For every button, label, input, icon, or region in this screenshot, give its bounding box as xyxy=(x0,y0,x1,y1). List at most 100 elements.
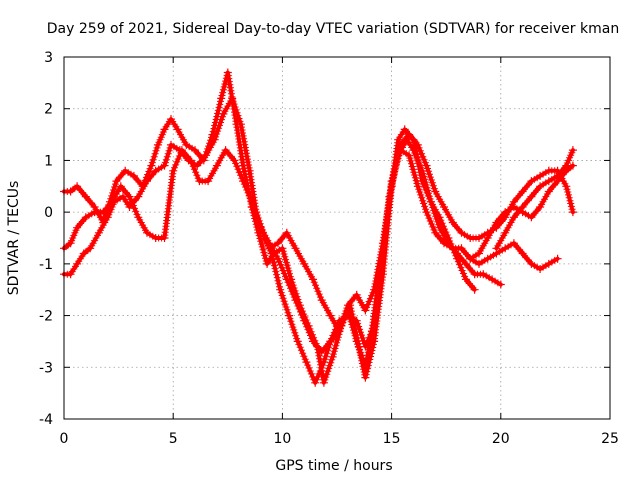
data-marker xyxy=(277,289,285,297)
data-marker xyxy=(129,202,137,209)
data-marker xyxy=(106,200,114,208)
data-marker xyxy=(303,323,311,331)
data-marker xyxy=(274,277,282,285)
data-marker xyxy=(85,212,93,220)
data-marker xyxy=(394,153,402,161)
data-marker xyxy=(391,165,399,173)
data-marker xyxy=(322,352,330,360)
data-marker xyxy=(472,258,480,266)
data-marker xyxy=(362,360,370,368)
data-marker xyxy=(263,238,271,246)
data-marker xyxy=(72,262,79,270)
data-marker xyxy=(429,223,437,231)
data-marker xyxy=(363,368,371,376)
data-marker xyxy=(286,314,294,322)
data-marker xyxy=(347,313,355,321)
data-marker xyxy=(174,155,182,163)
data-marker xyxy=(375,260,383,267)
data-marker xyxy=(435,221,443,229)
data-marker xyxy=(63,188,71,195)
data-marker xyxy=(476,270,484,278)
data-marker xyxy=(231,103,239,111)
x-tick-label: 20 xyxy=(492,431,510,447)
data-marker xyxy=(149,232,157,240)
data-marker xyxy=(363,340,371,348)
chart-title: Day 259 of 2021, Sidereal Day-to-day VTE… xyxy=(47,21,619,37)
data-marker xyxy=(362,371,370,379)
data-marker xyxy=(482,272,490,280)
data-marker xyxy=(425,167,432,175)
data-marker xyxy=(272,268,280,276)
data-marker xyxy=(236,117,244,125)
data-marker xyxy=(542,262,550,270)
data-marker xyxy=(152,147,160,155)
data-marker xyxy=(151,150,159,158)
data-marker xyxy=(258,227,266,235)
data-marker xyxy=(299,257,307,265)
data-marker xyxy=(434,218,442,226)
data-marker xyxy=(336,324,344,332)
data-marker xyxy=(428,179,436,187)
data-marker xyxy=(426,195,434,203)
data-marker xyxy=(539,263,547,271)
y-tick-label: 1 xyxy=(44,153,53,169)
data-marker xyxy=(319,361,327,369)
data-marker xyxy=(551,256,559,264)
data-marker xyxy=(539,181,547,189)
data-marker xyxy=(124,191,132,199)
data-marker xyxy=(149,156,157,164)
data-marker xyxy=(255,221,263,229)
data-marker xyxy=(302,320,309,328)
data-marker xyxy=(548,175,556,183)
data-marker xyxy=(293,335,301,343)
data-marker xyxy=(332,342,340,350)
data-marker xyxy=(269,256,277,263)
data-point xyxy=(518,187,527,196)
data-marker xyxy=(317,364,325,372)
data-marker xyxy=(402,150,410,157)
data-marker xyxy=(391,168,399,175)
data-marker xyxy=(433,215,441,223)
data-marker xyxy=(447,216,455,224)
data-marker xyxy=(237,171,245,179)
data-marker xyxy=(418,194,426,202)
data-marker xyxy=(387,185,395,193)
data-marker xyxy=(283,306,291,314)
data-marker xyxy=(325,340,333,347)
data-marker xyxy=(291,329,299,337)
data-marker xyxy=(290,326,298,334)
data-marker xyxy=(299,349,307,357)
data-marker xyxy=(426,170,433,178)
data-marker xyxy=(209,138,217,146)
data-marker xyxy=(110,186,118,194)
data-marker xyxy=(245,192,253,200)
data-marker xyxy=(127,170,135,178)
data-marker xyxy=(357,328,364,336)
data-marker xyxy=(358,331,365,339)
data-marker xyxy=(419,153,427,161)
data-series xyxy=(60,68,577,387)
data-marker xyxy=(111,183,118,191)
y-tick-label: -2 xyxy=(39,309,53,325)
data-marker xyxy=(378,242,386,250)
data-marker xyxy=(408,163,416,170)
data-point xyxy=(527,192,536,201)
data-marker xyxy=(132,207,140,215)
data-marker xyxy=(153,144,161,152)
data-marker xyxy=(170,164,178,172)
data-marker xyxy=(220,83,228,91)
data-marker xyxy=(298,311,306,319)
data-marker xyxy=(412,152,420,160)
data-marker xyxy=(308,335,316,342)
data-marker xyxy=(142,180,149,188)
data-marker xyxy=(288,287,296,295)
data-marker xyxy=(218,92,226,99)
data-marker xyxy=(567,163,575,171)
data-marker xyxy=(150,153,158,161)
data-marker xyxy=(504,206,512,214)
data-marker xyxy=(216,121,223,129)
data-marker xyxy=(173,158,181,166)
data-marker xyxy=(390,173,397,181)
data-marker xyxy=(290,242,298,250)
